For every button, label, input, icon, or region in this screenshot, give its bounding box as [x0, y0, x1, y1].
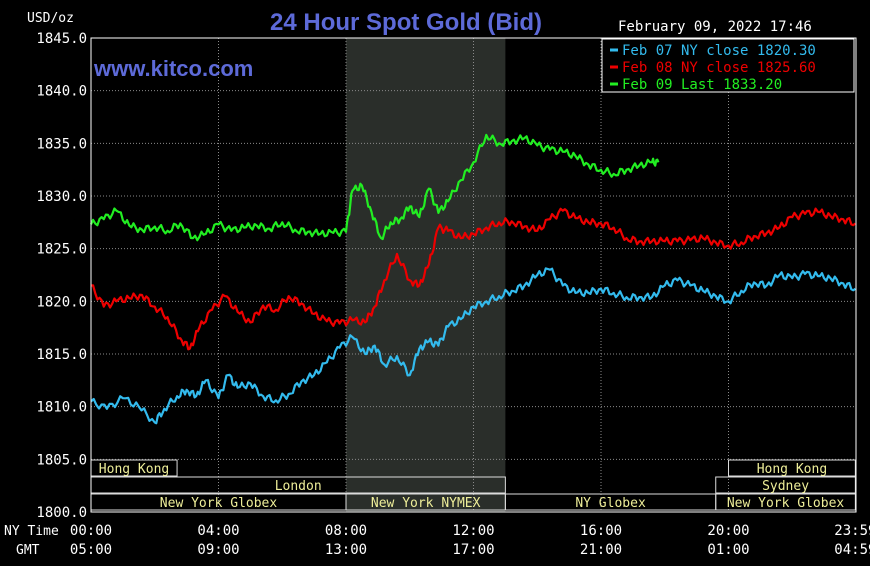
market-sessions: Hong Kong Hong Kong London Sydney New York G… [90, 459, 856, 511]
y-tick-label: 1845.0 [36, 31, 87, 47]
session-label: New York Globex [727, 496, 845, 511]
session-bar [715, 493, 856, 511]
price-series-line [90, 133, 660, 242]
session-label: New York NYMEX [371, 496, 481, 511]
y-tick-label: 1835.0 [36, 136, 87, 152]
x-tick-ny: 20:00 [707, 523, 749, 539]
y-tick-label: 1810.0 [36, 400, 87, 416]
x-tick-gmt: 04:59 [834, 542, 870, 558]
y-tick-label: 1805.0 [36, 452, 87, 468]
x-tick-gmt: 01:00 [707, 542, 749, 558]
price-series-line [90, 267, 857, 425]
x-tick-ny: 12:00 [452, 523, 494, 539]
session-label: London [275, 479, 322, 494]
legend-box [601, 38, 855, 93]
y-axis-unit: USD/oz [27, 11, 74, 26]
legend-label: Feb 09 Last 1833.20 [622, 77, 782, 93]
y-tick-label: 1800.0 [36, 505, 87, 521]
x-tick-ny: 16:00 [580, 523, 622, 539]
grid-lines [91, 37, 856, 513]
nymex-session-highlight [346, 38, 506, 512]
gmt-row-label: GMT [16, 543, 40, 558]
session-label: NY Globex [575, 496, 646, 511]
x-tick-gmt: 05:00 [70, 542, 112, 558]
y-tick-label: 1815.0 [36, 347, 87, 363]
x-axis-ticks: 00:00 05:00 04:00 09:00 08:00 13:00 12:00 17:00… [70, 523, 870, 558]
watermark-url: www.kitco.com [93, 56, 253, 81]
price-lines [90, 133, 857, 425]
timestamp: February 09, 2022 17:46 [618, 19, 812, 35]
x-tick-gmt: 21:00 [580, 542, 622, 558]
legend-label: Feb 07 NY close 1820.30 [622, 43, 816, 59]
x-tick-gmt: 13:00 [325, 542, 367, 558]
x-tick-ny: 08:00 [325, 523, 367, 539]
y-tick-label: 1830.0 [36, 189, 87, 205]
plot-frame [90, 37, 857, 513]
price-series-line [90, 207, 857, 351]
ny-time-row-label: NY Time [4, 524, 59, 539]
x-tick-gmt: 17:00 [452, 542, 494, 558]
x-tick-gmt: 09:00 [197, 542, 239, 558]
session-label: Hong Kong [757, 462, 827, 477]
y-tick-label: 1820.0 [36, 294, 87, 310]
session-label: New York Globex [160, 496, 278, 511]
legend-label: Feb 08 NY close 1825.60 [622, 60, 816, 76]
x-tick-ny: 04:00 [197, 523, 239, 539]
x-tick-ny: 23:59 [834, 523, 870, 539]
session-label: Sydney [762, 479, 809, 494]
y-tick-label: 1840.0 [36, 84, 87, 100]
y-axis-ticks: 1845.0 1840.0 1835.0 1830.0 1825.0 1820.0 1815… [36, 31, 87, 521]
session-label: Hong Kong [99, 462, 169, 477]
session-bar [728, 459, 856, 477]
y-tick-label: 1825.0 [36, 242, 87, 258]
x-tick-ny: 00:00 [70, 523, 112, 539]
chart-title: 24 Hour Spot Gold (Bid) [270, 9, 542, 36]
session-bar [715, 476, 856, 494]
